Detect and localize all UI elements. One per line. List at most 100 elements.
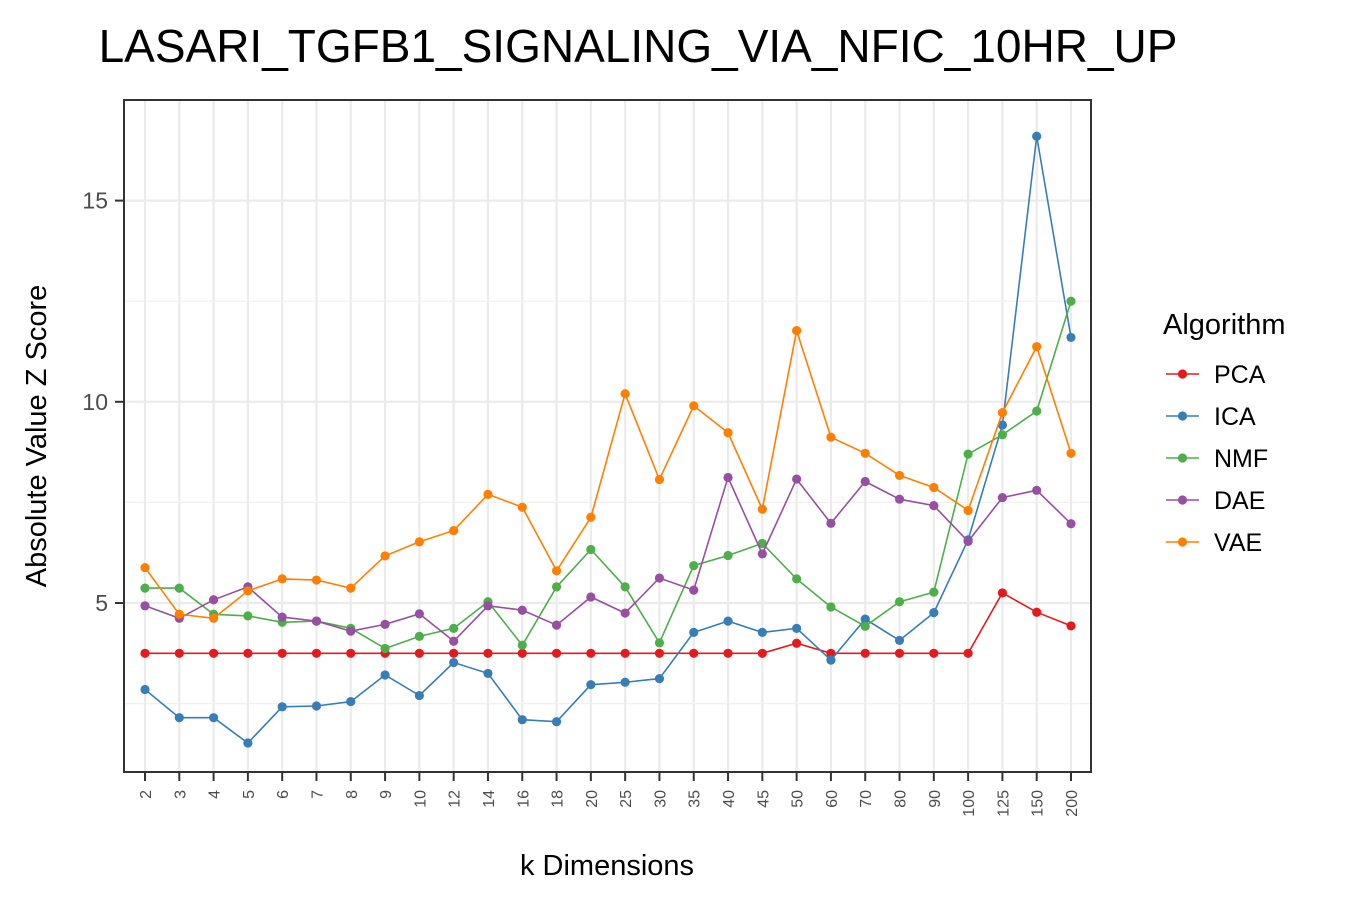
data-point-vae: [312, 575, 321, 584]
y-tick-label: 10: [82, 389, 108, 415]
data-point-ica: [758, 628, 767, 637]
x-tick-label: 7: [309, 790, 326, 799]
data-point-dae: [792, 474, 801, 483]
data-point-vae: [723, 428, 732, 437]
data-point-nmf: [140, 584, 149, 593]
data-point-pca: [861, 649, 870, 658]
x-tick-label: 50: [790, 790, 807, 808]
legend-item-dae: DAE: [1166, 487, 1265, 515]
x-axis-title: k Dimensions: [520, 850, 694, 882]
data-point-nmf: [689, 561, 698, 570]
data-point-dae: [518, 606, 527, 615]
data-point-nmf: [243, 611, 252, 620]
data-point-dae: [1066, 519, 1075, 528]
chart-title: LASARI_TGFB1_SIGNALING_VIA_NFIC_10HR_UP: [99, 20, 1178, 72]
data-point-pca: [346, 649, 355, 658]
data-point-pca: [655, 649, 664, 658]
data-point-pca: [209, 649, 218, 658]
data-point-ica: [929, 608, 938, 617]
data-point-vae: [175, 610, 184, 619]
data-point-dae: [209, 595, 218, 604]
data-point-ica: [483, 669, 492, 678]
data-point-dae: [1032, 486, 1041, 495]
legend: Algorithm PCA ICA NMF DAE VAE: [1163, 309, 1286, 557]
data-point-dae: [861, 477, 870, 486]
data-point-vae: [689, 401, 698, 410]
x-tick-label: 6: [275, 790, 292, 799]
data-point-ica: [586, 680, 595, 689]
data-point-vae: [929, 483, 938, 492]
data-point-vae: [380, 551, 389, 560]
x-tick-label: 30: [652, 790, 669, 808]
data-point-vae: [964, 506, 973, 515]
x-tick-label: 150: [1030, 790, 1047, 817]
data-point-dae: [621, 608, 630, 617]
data-point-nmf: [380, 644, 389, 653]
legend-swatch-point: [1178, 453, 1187, 462]
data-point-vae: [209, 614, 218, 623]
data-point-pca: [723, 649, 732, 658]
data-point-ica: [895, 636, 904, 645]
x-tick-label: 80: [893, 790, 910, 808]
x-tick-label: 5: [241, 790, 258, 799]
data-point-ica: [415, 691, 424, 700]
data-point-nmf: [792, 574, 801, 583]
data-point-nmf: [449, 624, 458, 633]
grid: [124, 100, 1091, 772]
data-point-ica: [1032, 132, 1041, 141]
data-point-dae: [964, 537, 973, 546]
data-point-pca: [140, 649, 149, 658]
legend-label: VAE: [1214, 529, 1262, 557]
data-point-nmf: [175, 584, 184, 593]
data-point-pca: [1032, 608, 1041, 617]
x-tick-label: 60: [824, 790, 841, 808]
data-point-vae: [278, 574, 287, 583]
data-point-ica: [209, 713, 218, 722]
data-point-vae: [1032, 342, 1041, 351]
data-point-dae: [312, 617, 321, 626]
data-point-pca: [552, 649, 561, 658]
data-point-ica: [723, 617, 732, 626]
x-tick-label: 14: [481, 790, 498, 808]
data-point-pca: [243, 649, 252, 658]
data-point-dae: [483, 601, 492, 610]
data-point-ica: [380, 670, 389, 679]
y-axis: 51015: [82, 188, 124, 616]
data-point-vae: [552, 566, 561, 575]
legend-item-ica: ICA: [1166, 403, 1256, 431]
data-point-ica: [689, 628, 698, 637]
data-point-nmf: [723, 551, 732, 560]
legend-label: DAE: [1214, 487, 1265, 515]
x-tick-label: 45: [755, 790, 772, 808]
x-tick-label: 125: [995, 790, 1012, 817]
data-point-ica: [175, 713, 184, 722]
data-point-nmf: [895, 597, 904, 606]
x-tick-label: 8: [344, 790, 361, 799]
legend-swatch-point: [1178, 369, 1187, 378]
x-axis: 2 3 4 5 6 7 8 9 10 12 14 16 18 20 25 30 35 40 45 50 60 70 80 90…: [138, 772, 1081, 817]
data-point-vae: [998, 408, 1007, 417]
x-tick-label: 18: [550, 790, 567, 808]
data-point-pca: [483, 649, 492, 658]
x-tick-label: 9: [378, 790, 395, 799]
data-point-vae: [895, 471, 904, 480]
data-point-vae: [792, 326, 801, 335]
legend-swatch-point: [1178, 411, 1187, 420]
legend-swatch-point: [1178, 537, 1187, 546]
data-point-dae: [723, 473, 732, 482]
y-axis-title: Absolute Value Z Score: [21, 285, 53, 588]
data-point-vae: [1066, 449, 1075, 458]
data-point-ica: [552, 717, 561, 726]
data-point-vae: [346, 584, 355, 593]
data-point-pca: [792, 639, 801, 648]
data-point-dae: [586, 592, 595, 601]
data-point-dae: [998, 493, 1007, 502]
data-point-vae: [243, 586, 252, 595]
x-tick-label: 10: [412, 790, 429, 808]
data-point-vae: [758, 505, 767, 514]
data-point-nmf: [998, 430, 1007, 439]
data-point-pca: [518, 649, 527, 658]
data-point-ica: [1066, 333, 1075, 342]
data-point-dae: [552, 621, 561, 630]
